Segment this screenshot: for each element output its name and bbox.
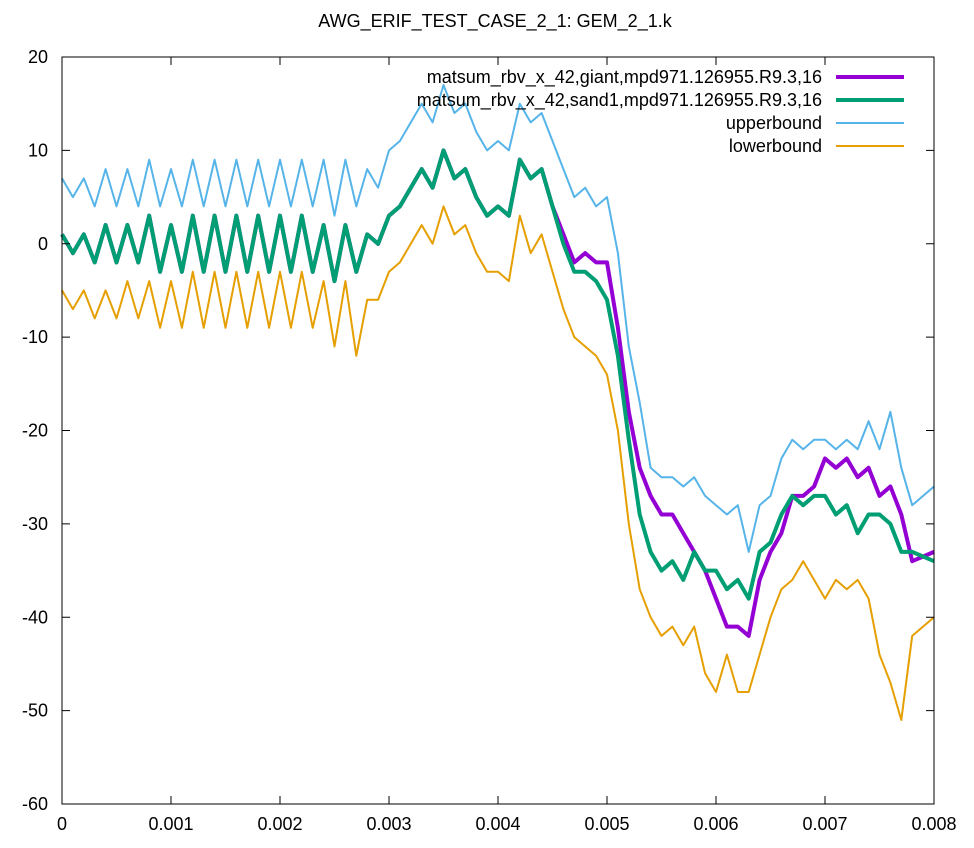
series-line-2 xyxy=(62,150,934,598)
y-tick-label: 20 xyxy=(28,47,48,67)
x-tick-label: 0.003 xyxy=(366,814,411,834)
x-tick-label: 0.007 xyxy=(802,814,847,834)
y-tick-label: -40 xyxy=(22,607,48,627)
y-tick-label: -20 xyxy=(22,421,48,441)
y-tick-label: -30 xyxy=(22,514,48,534)
x-tick-label: 0.006 xyxy=(693,814,738,834)
y-tick-label: 10 xyxy=(28,140,48,160)
y-tick-label: 0 xyxy=(38,234,48,254)
x-tick-label: 0.004 xyxy=(475,814,520,834)
legend-label-1: matsum_rbv_x_42,giant,mpd971.126955.R9.3… xyxy=(427,67,822,88)
legend-label-2: matsum_rbv_x_42,sand1,mpd971.126955.R9.3… xyxy=(417,90,822,111)
y-tick-label: -10 xyxy=(22,327,48,347)
y-tick-label: -50 xyxy=(22,701,48,721)
y-tick-label: -60 xyxy=(22,794,48,814)
legend-label-4: lowerbound xyxy=(729,136,822,156)
plot-frame xyxy=(62,57,934,804)
x-tick-label: 0.002 xyxy=(257,814,302,834)
chart-title: AWG_ERIF_TEST_CASE_2_1: GEM_2_1.k xyxy=(318,11,672,32)
x-tick-label: 0.005 xyxy=(584,814,629,834)
plot-lines xyxy=(62,85,934,720)
x-tick-label: 0.001 xyxy=(148,814,193,834)
series-line-4 xyxy=(62,206,934,720)
legend-label-3: upperbound xyxy=(726,113,822,133)
x-tick-label: 0 xyxy=(57,814,67,834)
legend: matsum_rbv_x_42,giant,mpd971.126955.R9.3… xyxy=(417,67,904,156)
x-tick-label: 0.008 xyxy=(911,814,956,834)
